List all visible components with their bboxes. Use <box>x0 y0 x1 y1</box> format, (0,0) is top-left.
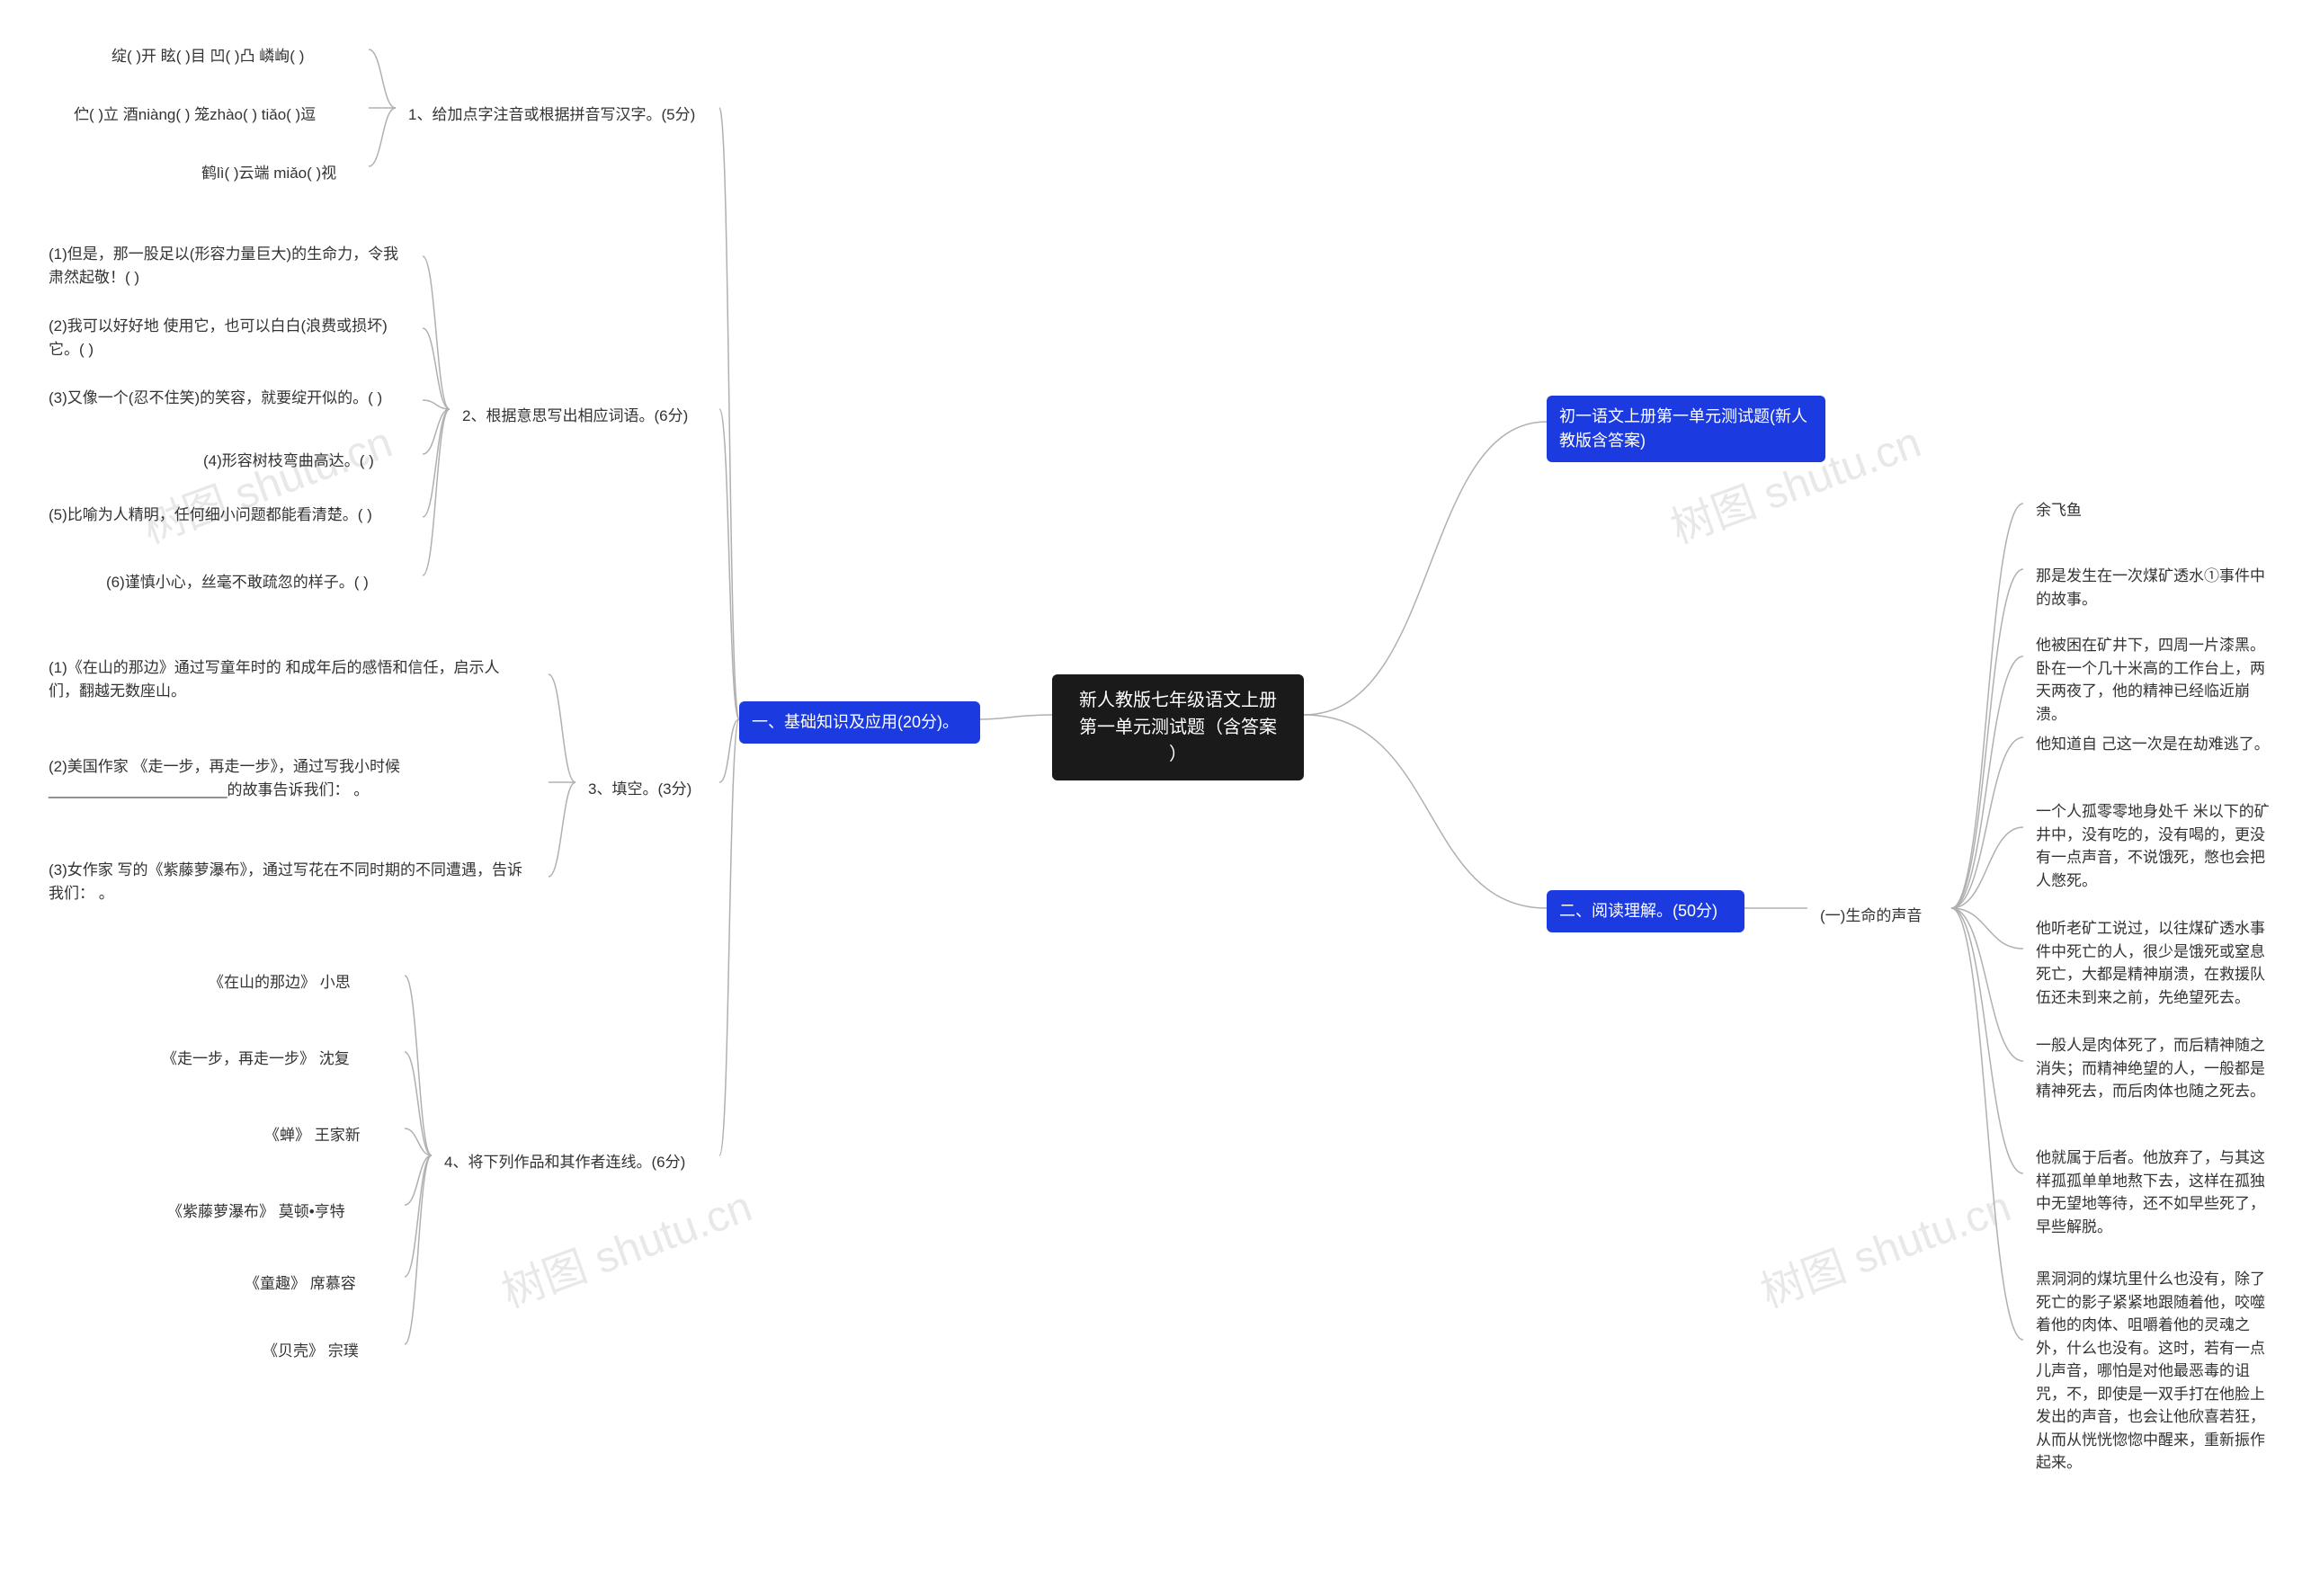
passage-para: 他被困在矿井下，四周一片漆黑。卧在一个几十米高的工作台上，两天两夜了，他的精神已… <box>2023 625 2284 735</box>
right-branch-1: 初一语文上册第一单元测试题(新人教版含答案) <box>1547 396 1825 462</box>
passage-para: 他知道自 己这一次是在劫难逃了。 <box>2023 724 2282 765</box>
q1-leaf: 鹤lì( )云端 miǎo( )视 <box>189 153 349 194</box>
watermark: 树图 shutu.cn <box>492 1171 759 1319</box>
q4-leaf: 《紫藤萝瀑布》 莫顿•亨特 <box>155 1191 358 1233</box>
section-1: 一、基础知识及应用(20分)。 <box>739 701 980 744</box>
q3-leaf: (2)美国作家 《走一步，再走一步》，通过写我小时候 _____________… <box>36 746 540 810</box>
q2-leaf: (2)我可以好好地 使用它，也可以白白(浪费或损坏)它。( ) <box>36 306 414 370</box>
q1-leaf: 绽( )开 眩( )目 凹( )凸 嶙峋( ) <box>99 36 317 77</box>
passage-para: 他听老矿工说过，以往煤矿透水事件中死亡的人，很少是饿死或窒息死亡，大都是精神崩溃… <box>2023 908 2284 1018</box>
q2-label: 2、根据意思写出相应词语。(6分) <box>450 396 700 437</box>
q2-leaf: (1)但是，那一股足以(形容力量巨大)的生命力，令我肃然起敬！( ) <box>36 234 414 298</box>
passage-para: 黑洞洞的煤坑里什么也没有，除了死亡的影子紧紧地跟随着他，咬噬着他的肉体、咀嚼着他… <box>2023 1259 2284 1484</box>
passage-para: 一般人是肉体死了，而后精神随之消失；而精神绝望的人，一般都是精神死去，而后肉体也… <box>2023 1025 2284 1112</box>
q3-leaf: (1)《在山的那边》通过写童年时的 和成年后的感悟和信任，启示人们，翻越无数座山… <box>36 647 540 711</box>
q2-leaf: (5)比喻为人精明，任何细小问题都能看清楚。( ) <box>36 495 385 536</box>
q4-leaf: 《在山的那边》 小思 <box>196 962 363 1003</box>
q3-label: 3、填空。(3分) <box>576 769 704 810</box>
q1-leaf: 伫( )立 酒niàng( ) 笼zhào( ) tiǎo( )逗 <box>61 94 328 136</box>
passage-title: (一)生命的声音 <box>1807 896 1934 937</box>
watermark: 树图 shutu.cn <box>1751 1171 2018 1319</box>
passage-para: 他就属于后者。他放弃了，与其这样孤孤单单地熬下去，这样在孤独中无望地等待，还不如… <box>2023 1137 2284 1247</box>
q2-leaf: (6)谨慎小心，丝毫不敢疏忽的样子。( ) <box>94 562 381 603</box>
q4-leaf: 《蝉》 王家新 <box>252 1115 373 1156</box>
passage-para: 一个人孤零零地身处千 米以下的矿井中，没有吃的，没有喝的，更没有一点声音，不说饿… <box>2023 791 2284 901</box>
q2-leaf: (4)形容树枝弯曲高达。( ) <box>191 441 387 482</box>
q4-leaf: 《走一步，再走一步》 沈复 <box>149 1039 362 1080</box>
q4-leaf: 《童趣》 席慕容 <box>232 1263 369 1305</box>
q3-leaf: (3)女作家 写的《紫藤萝瀑布》，通过写花在不同时期的不同遭遇，告诉我们： 。 <box>36 850 540 914</box>
q1-label: 1、给加点字注音或根据拼音写汉字。(5分) <box>396 94 708 136</box>
q4-leaf: 《贝壳》 宗璞 <box>250 1331 371 1372</box>
passage-para: 那是发生在一次煤矿透水①事件中的故事。 <box>2023 556 2284 620</box>
passage-para: 余飞鱼 <box>2023 490 2094 531</box>
q2-leaf: (3)又像一个(忍不住笑)的笑容，就要绽开似的。( ) <box>36 378 395 419</box>
right-branch-2: 二、阅读理解。(50分) <box>1547 890 1744 932</box>
q4-label: 4、将下列作品和其作者连线。(6分) <box>432 1142 698 1183</box>
center-node: 新人教版七年级语文上册第一单元测试题（含答案） <box>1052 674 1304 780</box>
